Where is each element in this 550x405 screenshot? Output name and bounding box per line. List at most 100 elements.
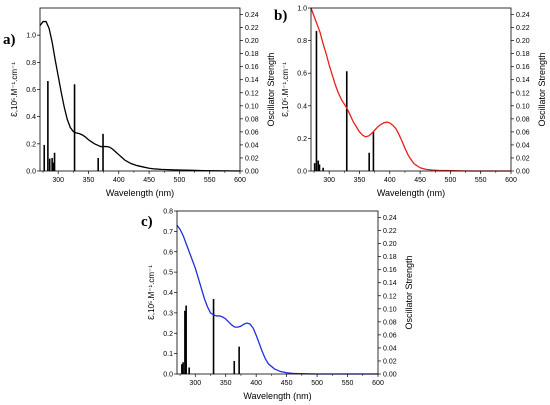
x-axis-title: Wavelength (nm) — [106, 188, 174, 198]
y-right-tick-label: 0.02 — [516, 155, 530, 162]
y-right-tick-label: 0.14 — [516, 77, 530, 84]
y-right-axis-title: Oscillator Strength — [266, 52, 276, 126]
spectrum-line — [39, 20, 241, 172]
y-right-tick-label: 0.04 — [516, 142, 530, 149]
x-tick-label: 350 — [220, 380, 232, 387]
chart-panel-2: 300 350 400 450 500 550 600 0.0 0.2 0.4 0.6 0.8 1.0 0… — [274, 6, 547, 199]
plot-frame — [176, 210, 379, 375]
y-right-tick-label: 0.10 — [245, 103, 259, 110]
x-tick-label: 500 — [311, 380, 323, 387]
x-tick-label: 350 — [83, 177, 95, 184]
x-tick-label: 400 — [113, 177, 125, 184]
y-left-tick-label: 0.6 — [163, 249, 173, 256]
spectrum-line — [310, 7, 511, 172]
y-left-tick-label: 0.7 — [163, 229, 173, 236]
y-right-tick-label: 0.22 — [383, 228, 397, 235]
y-right-tick-label: 0.00 — [245, 169, 259, 176]
y-right-tick-label: 0.08 — [516, 116, 530, 123]
x-tick-label: 550 — [204, 177, 216, 184]
y-left-tick-label: 0.5 — [163, 270, 173, 277]
y-right-tick-label: 0.08 — [245, 116, 259, 123]
y-right-tick-label: 0.06 — [516, 129, 530, 136]
chart-panel-3: 300 350 400 450 500 550 600 0.0 0.1 0.2 0.3 0.4 0.5 0… — [141, 209, 414, 402]
plot-frame — [310, 7, 512, 172]
y-left-tick-label: 0.8 — [26, 60, 36, 67]
y-left-tick-label: 0.0 — [163, 372, 173, 379]
y-right-tick-label: 0.24 — [245, 12, 259, 19]
y-left-tick-label: 0.2 — [163, 331, 173, 338]
y-left-tick-label: 1.0 — [26, 33, 36, 40]
y-right-tick-label: 0.04 — [245, 142, 259, 149]
y-right-tick-label: 0.16 — [516, 64, 530, 71]
y-right-tick-label: 0.20 — [245, 38, 259, 45]
y-left-tick-label: 0.8 — [297, 38, 307, 45]
y-right-tick-label: 0.04 — [383, 345, 397, 352]
y-right-tick-label: 0.14 — [245, 77, 259, 84]
x-tick-label: 600 — [234, 177, 246, 184]
plot-frame — [39, 7, 241, 172]
y-left-tick-label: 0.4 — [297, 103, 307, 110]
y-left-tick-label: 0.2 — [297, 136, 307, 143]
x-tick-label: 450 — [281, 380, 293, 387]
y-left-tick-label: 0.2 — [26, 141, 36, 148]
x-tick-label: 300 — [52, 177, 64, 184]
y-left-axis-title: Ɛ,10⁵.M⁻¹.cm⁻¹ — [10, 62, 19, 117]
x-tick-label: 350 — [354, 177, 366, 184]
y-left-tick-label: 0.0 — [26, 169, 36, 176]
x-tick-label: 500 — [445, 177, 457, 184]
y-left-axis-title: Ɛ,10⁵.M⁻¹.cm⁻¹ — [281, 62, 290, 117]
x-tick-label: 600 — [505, 177, 517, 184]
panel-label: a) — [3, 32, 16, 48]
y-right-tick-label: 0.14 — [383, 280, 397, 287]
y-right-tick-label: 0.10 — [383, 306, 397, 313]
x-axis-title: Wavelength (nm) — [377, 188, 445, 198]
x-tick-label: 400 — [384, 177, 396, 184]
y-left-tick-label: 0.4 — [26, 114, 36, 121]
y-left-tick-label: 0.6 — [26, 87, 36, 94]
x-tick-label: 550 — [475, 177, 487, 184]
x-axis-title: Wavelength (nm) — [243, 391, 311, 401]
y-right-tick-label: 0.22 — [516, 25, 530, 32]
y-left-tick-label: 1.0 — [297, 6, 307, 13]
x-tick-label: 600 — [372, 380, 384, 387]
y-right-tick-label: 0.18 — [516, 51, 530, 58]
y-right-tick-label: 0.00 — [383, 372, 397, 379]
y-right-tick-label: 0.02 — [245, 155, 259, 162]
y-right-tick-label: 0.20 — [383, 241, 397, 248]
y-left-tick-label: 0.8 — [163, 209, 173, 216]
y-right-tick-label: 0.24 — [516, 12, 530, 19]
x-tick-label: 500 — [174, 177, 186, 184]
y-left-tick-label: 0.6 — [297, 71, 307, 78]
y-left-tick-label: 0.0 — [297, 169, 307, 176]
spectrum-line — [176, 224, 378, 375]
panel-label: c) — [141, 214, 153, 230]
y-right-tick-label: 0.00 — [516, 169, 530, 176]
y-left-tick-label: 0.4 — [163, 290, 173, 297]
y-right-tick-label: 0.22 — [245, 25, 259, 32]
x-tick-label: 450 — [143, 177, 155, 184]
y-right-tick-label: 0.12 — [516, 90, 530, 97]
y-left-tick-label: 0.1 — [163, 351, 173, 358]
y-right-tick-label: 0.10 — [516, 103, 530, 110]
y-left-tick-label: 0.3 — [163, 310, 173, 317]
x-tick-label: 450 — [414, 177, 426, 184]
chart-panel-1: 300 350 400 450 500 550 600 0.0 0.2 0.4 0.6 0.8 1.0 0… — [3, 7, 276, 198]
y-right-axis-title: Oscillator Strength — [404, 255, 414, 329]
y-right-tick-label: 0.06 — [245, 129, 259, 136]
y-right-tick-label: 0.06 — [383, 332, 397, 339]
y-right-tick-label: 0.02 — [383, 358, 397, 365]
y-right-tick-label: 0.20 — [516, 38, 530, 45]
y-right-tick-label: 0.16 — [383, 267, 397, 274]
y-right-tick-label: 0.16 — [245, 64, 259, 71]
y-right-tick-label: 0.18 — [383, 254, 397, 261]
y-right-tick-label: 0.18 — [245, 51, 259, 58]
x-tick-label: 400 — [250, 380, 262, 387]
panel-label: b) — [274, 8, 287, 24]
y-right-tick-label: 0.12 — [245, 90, 259, 97]
x-tick-label: 550 — [342, 380, 354, 387]
y-right-tick-label: 0.08 — [383, 319, 397, 326]
y-right-tick-label: 0.24 — [383, 215, 397, 222]
y-right-axis-title: Oscillator Strength — [537, 52, 547, 126]
y-left-axis-title: Ɛ,10⁵.M⁻¹.cm⁻¹ — [147, 265, 156, 320]
